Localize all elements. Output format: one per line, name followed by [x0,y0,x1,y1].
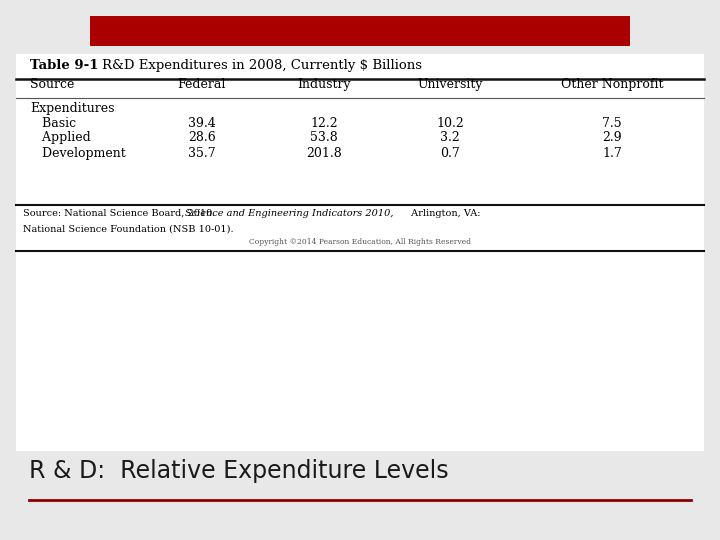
Text: Industry: Industry [297,78,351,91]
Text: Copyright ©2014 Pearson Education, All Rights Reserved: Copyright ©2014 Pearson Education, All R… [249,238,471,246]
Text: 2.9: 2.9 [602,131,622,145]
Text: 1.7: 1.7 [602,146,622,160]
Text: Applied: Applied [30,131,91,145]
Text: R&D Expenditures in 2008, Currently $ Billions: R&D Expenditures in 2008, Currently $ Bi… [85,59,422,72]
Text: Expenditures: Expenditures [30,102,114,115]
Text: R & D:  Relative Expenditure Levels: R & D: Relative Expenditure Levels [29,459,449,483]
Text: Other Nonprofit: Other Nonprofit [561,78,663,91]
Text: 7.5: 7.5 [602,117,622,130]
Text: Source: National Science Board, 2010.: Source: National Science Board, 2010. [23,209,219,218]
Text: Federal: Federal [177,78,226,91]
Text: Source: Source [30,78,75,91]
Text: National Science Foundation (NSB 10-01).: National Science Foundation (NSB 10-01). [23,224,234,233]
Text: Arlington, VA:: Arlington, VA: [408,209,481,218]
Text: 35.7: 35.7 [188,146,215,160]
Text: 12.2: 12.2 [310,117,338,130]
Text: 3.2: 3.2 [440,131,460,145]
Text: Science and Engineering Indicators 2010,: Science and Engineering Indicators 2010, [185,209,394,218]
Text: 201.8: 201.8 [306,146,342,160]
Text: 10.2: 10.2 [436,117,464,130]
Text: 53.8: 53.8 [310,131,338,145]
Text: Development: Development [30,146,126,160]
Text: Basic: Basic [30,117,76,130]
Text: University: University [418,78,482,91]
Text: 0.7: 0.7 [440,146,460,160]
Text: Table 9-1: Table 9-1 [30,59,99,72]
Text: 39.4: 39.4 [188,117,215,130]
Text: 28.6: 28.6 [188,131,215,145]
